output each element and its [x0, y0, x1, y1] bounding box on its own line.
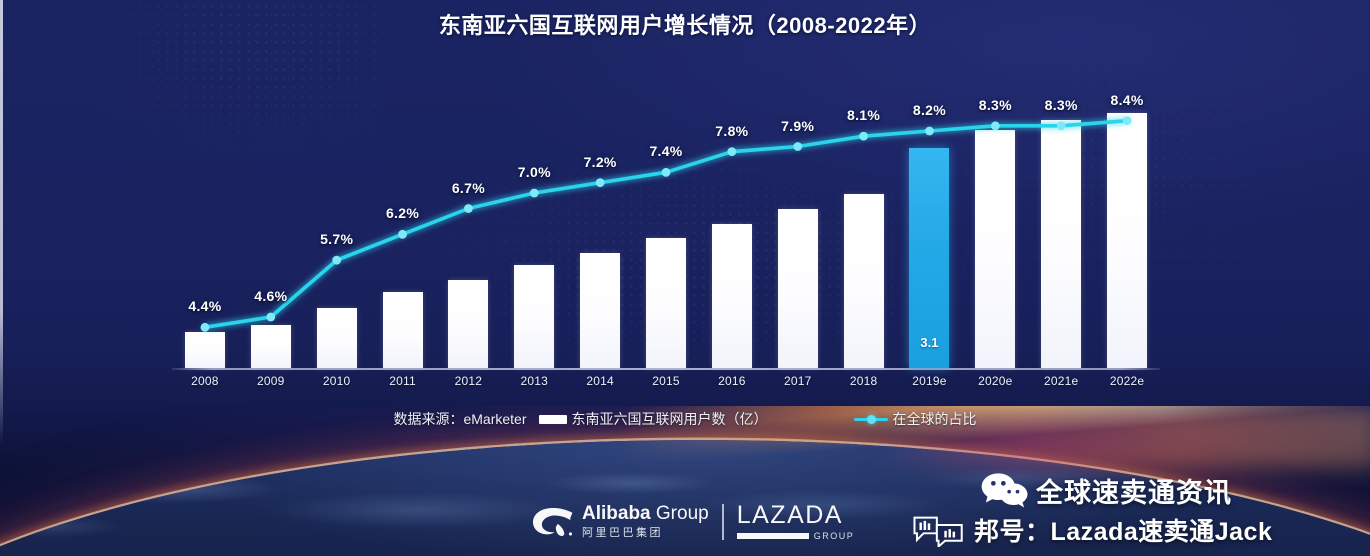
- bar: [1107, 113, 1148, 368]
- trend-point-marker: [1122, 116, 1132, 126]
- alibaba-smile-logo-icon: [532, 508, 573, 537]
- x-axis-tick-label: 2013: [520, 374, 549, 388]
- legend-source-label: 数据来源：eMarketer: [393, 411, 527, 427]
- page-title: 东南亚六国互联网用户增长情况（2008-2022年）: [438, 13, 932, 38]
- trend-point-marker: [793, 142, 803, 151]
- title-container: 东南亚六国互联网用户增长情况（2008-2022年）: [0, 8, 1370, 40]
- bar: [250, 325, 291, 368]
- trend-point-marker: [332, 255, 342, 265]
- x-axis-tick-label: 2014: [586, 374, 614, 388]
- alibaba-wordmark: Alibaba Group 阿里巴巴集团: [582, 502, 709, 541]
- left-edge-accent: [0, 0, 3, 444]
- percentage-label: 7.4%: [649, 143, 683, 160]
- bar: [316, 308, 357, 368]
- earth-horizon-graphic: [0, 406, 1370, 556]
- chart-baseline-axis: [172, 368, 1160, 370]
- percentage-label: 5.7%: [320, 231, 354, 248]
- percentage-label: 6.2%: [385, 205, 420, 222]
- lazada-group-word: GROUP: [813, 531, 855, 541]
- x-axis-tick-label: 2015: [652, 374, 680, 388]
- x-axis-tick-label: 2022e: [1109, 374, 1145, 388]
- bar: [843, 194, 884, 368]
- brand-logo-bar: Alibaba Group 阿里巴巴集团 LAZADA GROUP: [530, 498, 854, 546]
- x-axis-tick-label: 2008: [191, 374, 219, 388]
- percentage-label: 8.2%: [912, 102, 947, 118]
- bar: [646, 238, 686, 368]
- bar-value-label: 3.1: [920, 335, 939, 350]
- percentage-label: 4.4%: [188, 298, 222, 315]
- bar-highlighted: 3.1: [909, 148, 950, 368]
- trend-point-marker: [727, 147, 737, 157]
- percentage-label: 7.2%: [583, 153, 617, 170]
- bar: [382, 292, 423, 368]
- percentage-label: 7.9%: [781, 117, 815, 134]
- alibaba-group-word: Group: [655, 502, 709, 524]
- bar: [448, 280, 489, 368]
- x-axis-tick-label: 2010: [322, 374, 351, 388]
- trend-point-marker: [859, 131, 868, 141]
- watermark-subtitle: 邦号：Lazada速卖通Jack: [974, 518, 1273, 546]
- legend-line-series-label: 在全球的占比: [892, 411, 977, 427]
- bar: [1041, 120, 1082, 368]
- trend-point-marker: [1056, 121, 1066, 131]
- trend-point-marker: [200, 322, 210, 332]
- x-axis-tick-label: 2016: [718, 374, 746, 388]
- wechat-icon: [981, 473, 1028, 508]
- watermark-title: 全球速卖通资讯: [1036, 477, 1232, 508]
- bar: [777, 209, 818, 368]
- percentage-label: 8.4%: [1110, 91, 1144, 108]
- x-axis-tick-label: 2009: [257, 374, 285, 388]
- percentage-trend-markers: [200, 116, 1132, 332]
- lazada-name: LAZADA: [736, 501, 843, 529]
- percentage-label: 8.3%: [978, 96, 1012, 113]
- bar: [580, 253, 621, 368]
- x-axis-tick-label: 2019e: [912, 374, 947, 388]
- x-axis-tick-label: 2021e: [1044, 374, 1079, 388]
- legend-bar-series-label: 东南亚六国互联网用户数（亿）: [571, 411, 768, 427]
- chart-plot-area: 3.1 4.4% 4.6% 5.7% 6.2% 6.7% 7.0% 7.2% 7.4% 7.8%…: [172, 91, 1160, 388]
- bar: [711, 224, 752, 368]
- trend-point-marker: [661, 167, 671, 177]
- x-axis-tick-label: 2018: [849, 374, 878, 388]
- lazada-underline-bar: [736, 533, 809, 539]
- lazada-wordmark: LAZADA GROUP: [736, 501, 855, 541]
- line-series-group: [200, 116, 1132, 332]
- lazada-subline: GROUP: [736, 531, 855, 541]
- trend-point-marker: [595, 178, 605, 188]
- percentage-label: 7.8%: [715, 122, 749, 139]
- bar: [514, 265, 555, 368]
- alibaba-name-line: Alibaba Group: [582, 502, 709, 524]
- bar-series-swatch-icon: [538, 414, 567, 424]
- percentage-label: 6.7%: [451, 179, 485, 196]
- trend-point-marker: [464, 204, 473, 213]
- brand-divider-icon: [721, 504, 724, 540]
- trend-point-marker: [925, 126, 934, 136]
- alibaba-name: Alibaba: [582, 502, 651, 524]
- x-axis-tick-label: 2017: [783, 374, 812, 388]
- x-axis-tick-label: 2011: [389, 374, 416, 388]
- alibaba-chinese-name: 阿里巴巴集团: [582, 527, 663, 540]
- x-axis-tick-label: 2020e: [978, 374, 1013, 388]
- trend-point-marker: [529, 188, 539, 198]
- watermark-block: 全球速卖通资讯 邦号：Lazada速卖通Jack: [912, 470, 1362, 548]
- percentage-label: 8.1%: [847, 107, 881, 124]
- percentage-label: 8.3%: [1044, 96, 1078, 113]
- percentage-label: 7.0%: [517, 164, 551, 180]
- trend-point-marker: [990, 121, 1000, 131]
- chart-legend: 数据来源：eMarketer 东南亚六国互联网用户数（亿） 在全球的占比: [0, 409, 1370, 429]
- trend-point-marker: [398, 229, 407, 239]
- percentage-label: 4.6%: [254, 288, 288, 304]
- bar: [184, 332, 225, 368]
- official-account-icon: [913, 516, 963, 547]
- x-axis-tick-label: 2012: [454, 374, 483, 388]
- trend-point-marker: [266, 312, 276, 322]
- bar: [975, 130, 1016, 368]
- line-series-swatch-icon: [853, 413, 888, 425]
